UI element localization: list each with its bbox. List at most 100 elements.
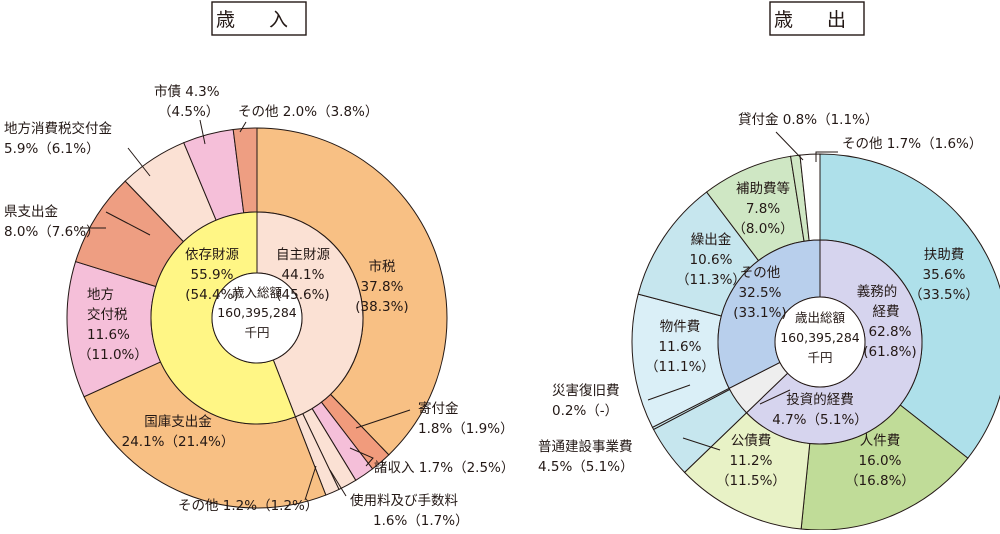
rev-label-shizei: 市税 37.8% (38.3%) <box>355 258 408 315</box>
leader-line-10 <box>647 384 691 401</box>
rev-label-sonota-top: その他 2.0%（3.8%） <box>238 104 378 120</box>
svg-text:16.0%: 16.0% <box>859 453 902 469</box>
svg-text:投資的経費: 投資的経費 <box>786 392 854 408</box>
rev-label-shisai: 市債 4.3% （4.5%） <box>154 83 220 120</box>
exp-label-hojohi: 補助費等 7.8% （8.0%） <box>732 180 793 237</box>
svg-text:(45.6%): (45.6%) <box>276 287 329 303</box>
leader-line-3 <box>304 465 317 501</box>
exp-label-kashitsuke: 貸付金 0.8%（1.1%） <box>738 112 878 128</box>
svg-text:（8.0%）: （8.0%） <box>732 221 793 237</box>
svg-text:11.6%: 11.6% <box>87 327 130 343</box>
rev-label-kofuzei: 地方 交付税 11.6% （11.0%） <box>78 287 148 363</box>
svg-text:人件費: 人件費 <box>860 433 901 449</box>
svg-text:経費: 経費 <box>873 304 900 320</box>
svg-text:37.8%: 37.8% <box>361 279 404 295</box>
svg-text:0.2%（-）: 0.2%（-） <box>552 403 618 419</box>
svg-text:62.8%: 62.8% <box>869 324 912 340</box>
svg-text:(38.3%): (38.3%) <box>355 299 408 315</box>
svg-text:11.2%: 11.2% <box>730 453 773 469</box>
svg-text:寄付金: 寄付金 <box>418 400 459 417</box>
svg-text:1.6%（1.7%）: 1.6%（1.7%） <box>373 513 469 529</box>
svg-text:11.6%: 11.6% <box>659 339 702 355</box>
revenue-center-label: 歳入総額 160,395,284 千円 <box>217 285 297 340</box>
expenditure-title: 歳 出 <box>774 9 860 31</box>
svg-text:依存財源: 依存財源 <box>185 247 239 263</box>
exp-inner-label-gimu: 義務的 経費 62.8% (61.8%) <box>857 283 917 360</box>
exp-label-fujohi: 扶助費 35.6% （33.5%） <box>909 247 979 303</box>
svg-text:地方: 地方 <box>87 287 114 303</box>
svg-text:自主財源: 自主財源 <box>276 247 330 263</box>
expenditure-donut <box>631 153 1000 531</box>
svg-text:物件費: 物件費 <box>660 319 701 335</box>
svg-text:補助費等: 補助費等 <box>736 180 790 197</box>
expenditure-title-box <box>769 1 865 36</box>
svg-text:8.0%（7.6%）: 8.0%（7.6%） <box>4 224 100 240</box>
svg-text:県支出金: 県支出金 <box>4 204 58 220</box>
svg-text:普通建設事業費: 普通建設事業費 <box>538 439 633 455</box>
svg-text:4.7%（5.1%）: 4.7%（5.1%） <box>772 412 868 428</box>
leader-line-8 <box>239 121 247 133</box>
exp-inner-label-sonota: その他 32.5% (33.1%) <box>733 265 786 321</box>
leader-line-13 <box>759 389 791 405</box>
leader-line-0 <box>355 409 411 429</box>
svg-text:55.9%: 55.9% <box>191 267 234 283</box>
exp-inner-label-toshi: 投資的経費 4.7%（5.1%） <box>772 392 868 428</box>
expenditure-center-label: 歳出総額 160,395,284 千円 <box>780 310 860 365</box>
leader-line-2 <box>329 469 347 497</box>
svg-text:災害復旧費: 災害復旧費 <box>552 382 620 399</box>
revenue-title-box <box>211 1 307 36</box>
leader-line-9 <box>682 437 721 451</box>
leader-line-6 <box>127 147 151 177</box>
svg-text:24.1%（21.4%）: 24.1%（21.4%） <box>122 434 235 450</box>
rev-label-kokko: 国庫支出金 24.1%（21.4%） <box>122 414 235 450</box>
rev-label-shoshunyu: 諸収入 1.7%（2.5%） <box>374 460 514 476</box>
svg-text:（11.1%）: （11.1%） <box>645 359 715 375</box>
revenue-donut <box>66 127 448 509</box>
svg-text:5.9%（6.1%）: 5.9%（6.1%） <box>4 141 100 157</box>
expenditure-total-label: 歳出総額 <box>795 310 846 325</box>
exp-label-futsukensetsu: 普通建設事業費 4.5%（5.1%） <box>538 439 634 475</box>
svg-text:（11.3%）: （11.3%） <box>676 272 746 288</box>
rev-label-sonota-small: その他 1.2%（1.2%） <box>178 498 318 514</box>
expenditure-total-unit: 千円 <box>807 350 832 365</box>
svg-text:7.8%: 7.8% <box>746 201 780 217</box>
svg-text:（4.5%）: （4.5%） <box>158 104 219 120</box>
svg-text:（11.0%）: （11.0%） <box>78 347 148 363</box>
rev-inner-label-izon: 依存財源 55.9% (54.4%) <box>185 247 239 303</box>
exp-label-bukkenhi: 物件費 11.6% （11.1%） <box>645 319 715 375</box>
exp-label-sonota-top: その他 1.7%（1.6%） <box>842 136 982 152</box>
svg-text:市税: 市税 <box>369 258 396 275</box>
svg-text:（16.8%）: （16.8%） <box>845 473 915 489</box>
leader-line-11 <box>775 131 804 161</box>
svg-text:その他: その他 <box>740 265 781 281</box>
svg-text:国庫支出金: 国庫支出金 <box>144 414 212 430</box>
leader-line-12 <box>815 151 838 162</box>
svg-text:扶助費: 扶助費 <box>924 247 965 263</box>
svg-text:公債費: 公債費 <box>731 433 772 449</box>
svg-text:繰出金: 繰出金 <box>691 232 732 248</box>
svg-text:地方消費税交付金: 地方消費税交付金 <box>4 120 112 137</box>
svg-text:義務的: 義務的 <box>857 283 898 300</box>
exp-label-saigai: 災害復旧費 0.2%（-） <box>552 382 620 419</box>
revenue-title: 歳 入 <box>216 9 302 31</box>
exp-label-kosaihi: 公債費 11.2% （11.5%） <box>716 433 786 489</box>
rev-label-kenshishutsu: 県支出金 8.0%（7.6%） <box>4 204 100 240</box>
svg-text:(61.8%): (61.8%) <box>863 344 916 360</box>
leader-lines <box>80 119 838 501</box>
svg-text:10.6%: 10.6% <box>690 252 733 268</box>
svg-text:44.1%: 44.1% <box>282 267 325 283</box>
svg-text:4.5%（5.1%）: 4.5%（5.1%） <box>538 459 634 475</box>
leader-line-4 <box>105 211 151 236</box>
svg-text:使用料及び手数料: 使用料及び手数料 <box>350 492 458 509</box>
rev-label-shiyoryo: 使用料及び手数料 1.6%（1.7%） <box>350 492 469 529</box>
svg-text:35.6%: 35.6% <box>923 267 966 283</box>
expenditure-center-disc <box>774 296 866 388</box>
svg-text:1.8%（1.9%）: 1.8%（1.9%） <box>418 421 514 437</box>
svg-text:32.5%: 32.5% <box>739 285 782 301</box>
exp-label-kuridashi: 繰出金 10.6% （11.3%） <box>676 232 746 288</box>
svg-text:(54.4%): (54.4%) <box>185 287 238 303</box>
rev-label-kifukin: 寄付金 1.8%（1.9%） <box>418 400 514 437</box>
revenue-center-disc <box>211 272 303 364</box>
